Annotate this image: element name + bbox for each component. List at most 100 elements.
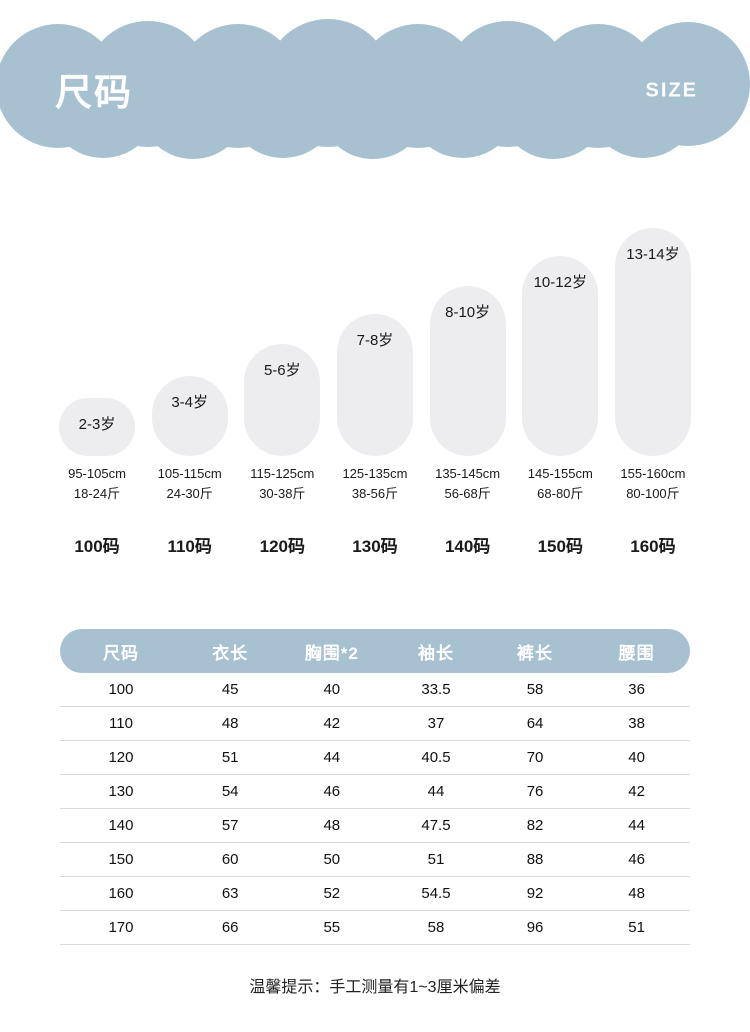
- height-range-label: 125-135cm: [342, 466, 408, 481]
- table-cell: 150: [108, 851, 134, 869]
- table-cell: 58: [526, 681, 544, 699]
- size-capsule: 5-6岁: [244, 344, 321, 456]
- weight-range-label: 68-80斤: [537, 486, 584, 502]
- table-row: 130 54 46 44 76 42: [60, 775, 690, 810]
- weight-range-label: 38-56斤: [351, 486, 399, 502]
- capsule-area: 13-14岁: [608, 224, 698, 456]
- capsule-area: 3-4岁: [145, 224, 235, 456]
- size-step: 10-12岁 145-155cm 68-80斤 150码: [515, 224, 605, 557]
- capsule-area: 10-12岁: [515, 224, 605, 456]
- weight-range-label: 18-24斤: [73, 486, 121, 502]
- height-range-label: 105-115cm: [157, 466, 222, 481]
- table-cell: 54.5: [421, 885, 451, 903]
- table-row: 120 51 44 40.5 70 40: [60, 741, 690, 776]
- table-cell: 44: [427, 783, 445, 801]
- table-cell: 60: [221, 851, 239, 869]
- height-range-label: 155-160cm: [620, 466, 686, 481]
- table-cell: 44: [323, 749, 341, 767]
- size-code-label: 140码: [444, 537, 491, 557]
- cloud-banner-shape: [0, 19, 750, 159]
- size-code-label: 120码: [259, 537, 305, 557]
- table-cell: 46: [628, 851, 645, 869]
- weight-range-label: 30-38斤: [259, 486, 306, 502]
- table-cell: 110: [109, 715, 133, 733]
- table-cell: 51: [427, 851, 445, 869]
- table-header-row: 尺码 衣长 胸围*2 袖长 裤长 腰围: [60, 629, 690, 674]
- height-range-label: 95-105cm: [68, 466, 126, 481]
- table-cell: 46: [323, 783, 341, 801]
- capsule-area: 7-8岁: [330, 224, 420, 456]
- table-header-cell: 裤长: [517, 643, 554, 663]
- table-header-cell: 衣长: [212, 643, 249, 663]
- size-code-label: 150码: [537, 537, 583, 557]
- table-cell: 42: [323, 715, 341, 733]
- table-header-cell: 袖长: [417, 643, 454, 663]
- table-row: 100 45 40 33.5 58 36: [60, 673, 690, 708]
- age-range-label: 7-8岁: [356, 332, 394, 349]
- banner: 尺码 SIZE: [0, 16, 750, 166]
- table-cell: 140: [108, 817, 134, 835]
- table-cell: 52: [323, 885, 341, 903]
- table-cell: 70: [526, 749, 544, 767]
- table-row: 110 48 42 37 64 38: [60, 707, 690, 742]
- table-header-cell: 腰围: [618, 643, 655, 663]
- height-range-label: 115-125cm: [250, 466, 315, 481]
- size-code-label: 110码: [167, 537, 212, 557]
- size-code-label: 130码: [352, 537, 398, 557]
- table-row: 160 63 52 54.5 92 48: [60, 877, 690, 912]
- table-row: 170 66 55 58 96 51: [60, 911, 690, 946]
- table-cell: 42: [628, 783, 645, 801]
- size-chart-page: 尺码 SIZE 2-3岁 95-105cm 18-24斤 100码 3-4岁 1…: [0, 16, 750, 1032]
- age-range-label: 2-3岁: [78, 416, 116, 433]
- table-cell: 64: [526, 715, 544, 733]
- table-cell: 54: [221, 783, 239, 801]
- size-capsule: 3-4岁: [151, 376, 228, 456]
- capsule-area: 8-10岁: [423, 224, 513, 456]
- table-row: 140 57 48 47.5 82 44: [60, 809, 690, 844]
- size-capsule: 10-12岁: [522, 256, 599, 456]
- table-cell: 130: [108, 783, 134, 801]
- measurement-table: 尺码 衣长 胸围*2 袖长 裤长 腰围 100 45 40 33.5 58 36…: [60, 629, 690, 946]
- age-range-label: 13-14岁: [626, 246, 680, 263]
- size-step: 5-6岁 115-125cm 30-38斤 120码: [237, 224, 327, 557]
- table-cell: 170: [108, 919, 134, 937]
- table-cell: 160: [108, 885, 134, 903]
- table-cell: 48: [628, 885, 645, 903]
- table-cell: 40: [323, 681, 341, 699]
- weight-range-label: 80-100斤: [626, 486, 680, 502]
- footer-note: 温馨提示：手工测量有1~3厘米偏差: [249, 979, 501, 997]
- table-cell: 50: [323, 851, 341, 869]
- table-cell: 55: [323, 919, 341, 937]
- weight-range-label: 56-68斤: [444, 486, 491, 502]
- size-step: 2-3岁 95-105cm 18-24斤 100码: [52, 224, 142, 557]
- table-header-cell: 胸围*2: [304, 643, 359, 663]
- table-cell: 82: [526, 817, 544, 835]
- size-step: 13-14岁 155-160cm 80-100斤 160码: [608, 224, 698, 557]
- table-row: 150 60 50 51 88 46: [60, 843, 690, 878]
- table-cell: 96: [526, 919, 544, 937]
- size-capsule: 8-10岁: [429, 286, 506, 456]
- table-cell: 51: [628, 919, 645, 937]
- table-cell: 48: [323, 817, 341, 835]
- table-cell: 37: [427, 715, 445, 733]
- age-range-label: 10-12岁: [533, 274, 587, 291]
- size-code-label: 100码: [74, 537, 120, 557]
- size-step: 7-8岁 125-135cm 38-56斤 130码: [330, 224, 420, 557]
- table-cell: 58: [427, 919, 445, 937]
- weight-range-label: 24-30斤: [166, 486, 213, 502]
- table-cell: 51: [221, 749, 239, 767]
- size-capsule: 2-3岁: [59, 398, 135, 456]
- table-cell: 100: [108, 681, 134, 699]
- table-cell: 36: [628, 681, 645, 699]
- table-cell: 88: [526, 851, 544, 869]
- table-cell: 33.5: [421, 681, 451, 699]
- age-range-label: 3-4岁: [171, 394, 208, 411]
- banner-subtitle: SIZE: [645, 79, 698, 102]
- table-cell: 40: [628, 749, 645, 767]
- table-cell: 44: [628, 817, 645, 835]
- table-cell: 63: [221, 885, 239, 903]
- table-header-cell: 尺码: [102, 643, 139, 663]
- table-cell: 45: [221, 681, 239, 699]
- table-cell: 48: [221, 715, 239, 733]
- size-step: 3-4岁 105-115cm 24-30斤 110码: [145, 224, 235, 557]
